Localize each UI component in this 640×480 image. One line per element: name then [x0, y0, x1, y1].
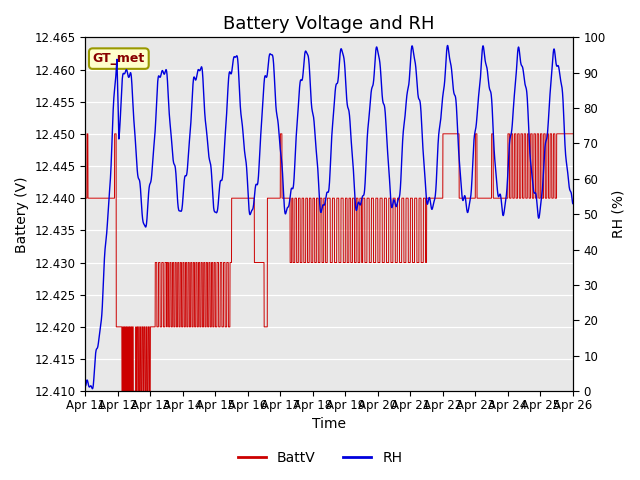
Y-axis label: RH (%): RH (%) — [611, 190, 625, 239]
Text: GT_met: GT_met — [93, 52, 145, 65]
Legend: BattV, RH: BattV, RH — [232, 445, 408, 471]
X-axis label: Time: Time — [312, 418, 346, 432]
Title: Battery Voltage and RH: Battery Voltage and RH — [223, 15, 435, 33]
Y-axis label: Battery (V): Battery (V) — [15, 176, 29, 252]
